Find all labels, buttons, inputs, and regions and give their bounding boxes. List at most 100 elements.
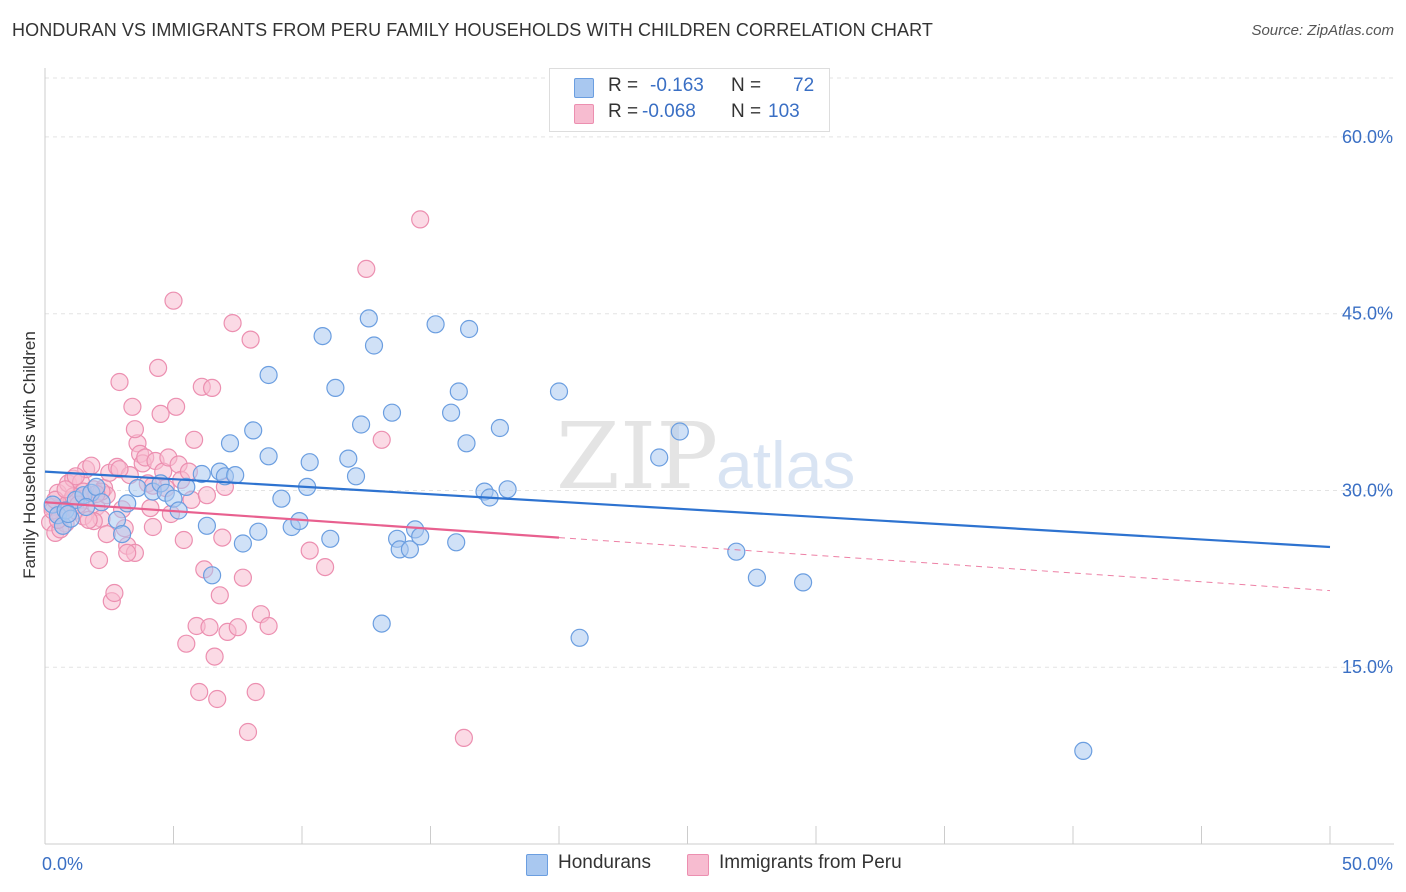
honduran-point bbox=[727, 542, 746, 561]
correlation-legend: R = -0.163 N = 72 R = -0.068 N = 103 bbox=[549, 68, 830, 132]
peru-point bbox=[246, 682, 265, 702]
y-tick-label: 45.0% bbox=[1342, 304, 1393, 324]
y-tick-label: 30.0% bbox=[1342, 480, 1393, 500]
peru-point bbox=[105, 583, 124, 603]
tick-labels: 15.0% 30.0% 45.0% 60.0% 0.0% 50.0% bbox=[42, 127, 1393, 874]
peru-point bbox=[123, 397, 142, 416]
peru-point bbox=[238, 722, 258, 742]
watermark-atlas: atlas bbox=[716, 428, 855, 502]
peru-point bbox=[411, 210, 430, 229]
honduran-point bbox=[650, 448, 669, 467]
peru-point bbox=[118, 543, 137, 563]
honduran-point bbox=[364, 336, 384, 355]
watermark: ZIP atlas bbox=[556, 403, 855, 510]
chart-title: HONDURAN VS IMMIGRANTS FROM PERU FAMILY … bbox=[12, 20, 933, 40]
peru-point bbox=[82, 456, 101, 475]
honduran-point bbox=[359, 309, 378, 328]
honduran-point bbox=[793, 573, 813, 592]
x-tick-label-min: 0.0% bbox=[42, 854, 83, 874]
honduran-point bbox=[411, 527, 430, 546]
honduran-point bbox=[339, 449, 358, 468]
honduran-point bbox=[177, 477, 196, 496]
honduran-point bbox=[372, 614, 391, 633]
bottom-legend-label: Hondurans bbox=[558, 852, 651, 873]
honduran-point bbox=[382, 403, 402, 422]
honduran-point bbox=[112, 524, 132, 544]
peru-point bbox=[259, 616, 278, 636]
honduran-point bbox=[249, 522, 268, 541]
honduran-point bbox=[128, 479, 147, 498]
peru-point bbox=[143, 517, 162, 537]
honduran-point bbox=[1074, 741, 1093, 761]
data-points bbox=[40, 210, 1093, 761]
peru-point bbox=[233, 568, 252, 587]
honduran-point bbox=[58, 504, 78, 524]
honduran-point bbox=[670, 422, 689, 441]
legend-r-value: -0.163 bbox=[650, 75, 704, 96]
honduran-point bbox=[300, 453, 319, 472]
honduran-point bbox=[321, 529, 340, 548]
peru-point bbox=[164, 291, 183, 310]
peru-point bbox=[205, 647, 224, 666]
peru-point bbox=[125, 420, 144, 439]
peru-point bbox=[174, 530, 193, 550]
peru-point bbox=[177, 634, 196, 653]
legend-swatch-pink bbox=[574, 104, 594, 124]
honduran-point bbox=[226, 466, 245, 485]
bottom-legend-label: Immigrants from Peru bbox=[719, 852, 902, 873]
honduran-point bbox=[220, 434, 240, 453]
peru-point bbox=[110, 372, 129, 392]
bottom-legend-swatch-blue bbox=[526, 854, 548, 876]
peru-point bbox=[89, 550, 109, 570]
legend-r-value: -0.068 bbox=[642, 101, 696, 122]
peru-point bbox=[241, 330, 260, 349]
honduran-point bbox=[259, 365, 278, 385]
honduran-point bbox=[92, 493, 111, 512]
honduran-point bbox=[76, 497, 96, 517]
peru-point bbox=[149, 358, 168, 377]
honduran-point bbox=[457, 434, 476, 453]
peru-point bbox=[228, 618, 247, 637]
peru-point bbox=[66, 467, 85, 486]
honduran-point bbox=[233, 534, 252, 553]
peru-point bbox=[357, 259, 376, 278]
honduran-point bbox=[313, 327, 332, 346]
y-tick-label: 15.0% bbox=[1342, 657, 1393, 677]
honduran-point bbox=[346, 467, 366, 486]
honduran-point bbox=[192, 464, 211, 484]
honduran-point bbox=[747, 568, 767, 587]
honduran-point bbox=[447, 533, 466, 552]
trend-lines bbox=[44, 470, 1331, 592]
y-axis-label: Family Households with Children bbox=[20, 331, 39, 579]
peru-point bbox=[151, 404, 170, 423]
peru-point bbox=[190, 682, 209, 702]
peru-point bbox=[372, 430, 391, 449]
honduran-point bbox=[197, 516, 216, 535]
peru-point bbox=[210, 586, 229, 605]
honduran-point bbox=[400, 540, 419, 559]
peru-point bbox=[223, 314, 242, 333]
honduran-point bbox=[442, 403, 461, 422]
legend-n-value: 72 bbox=[793, 75, 815, 96]
honduran-point bbox=[570, 628, 589, 647]
legend-n-label: N = bbox=[731, 101, 762, 122]
peru-point bbox=[208, 689, 227, 709]
honduran-point bbox=[352, 415, 371, 434]
honduran-point bbox=[460, 319, 479, 339]
legend-swatch-blue bbox=[574, 78, 594, 98]
honduran-trend-line bbox=[44, 470, 1331, 549]
legend-n-value: 103 bbox=[768, 101, 800, 122]
peru-point bbox=[110, 460, 129, 479]
honduran-point bbox=[87, 477, 106, 496]
source-credit: Source: ZipAtlas.com bbox=[1251, 22, 1394, 39]
peru-point bbox=[167, 397, 186, 416]
honduran-point bbox=[272, 489, 291, 508]
honduran-point bbox=[203, 566, 222, 585]
honduran-point bbox=[490, 418, 509, 438]
peru-point bbox=[203, 378, 222, 397]
axes bbox=[44, 68, 1394, 845]
legend-n-label: N = bbox=[731, 75, 762, 96]
x-tick-label-max: 50.0% bbox=[1342, 854, 1393, 874]
peru-point bbox=[200, 618, 219, 637]
